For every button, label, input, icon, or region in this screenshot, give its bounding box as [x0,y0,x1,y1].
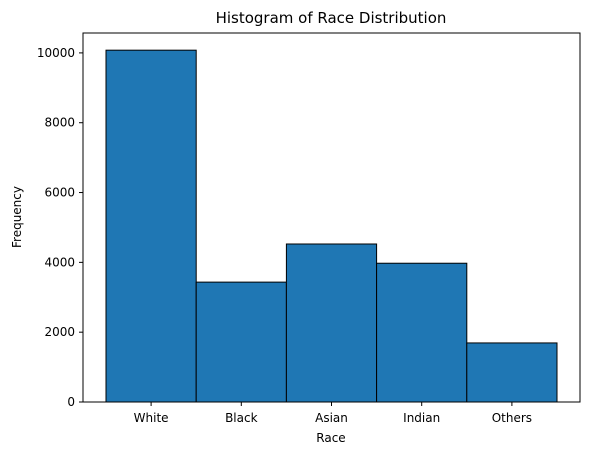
chart-title: Histogram of Race Distribution [216,9,447,27]
y-axis-label: Frequency [10,186,24,248]
x-tick-label-others: Others [492,411,532,425]
bar-white [105,49,197,403]
bar-others [466,342,558,403]
y-tick-label: 10000 [37,46,75,60]
bar-indian [376,262,468,403]
y-tick-label: 6000 [44,186,75,200]
x-axis-ticks: White Black Asian Indian Others [134,402,532,425]
y-tick-label: 4000 [44,255,75,269]
y-tick-label: 2000 [44,325,75,339]
x-tick-label-indian: Indian [403,411,440,425]
x-axis-label: Race [316,431,345,445]
bars-group [105,49,558,403]
y-tick-label: 8000 [44,116,75,130]
bar-asian [285,243,378,403]
x-tick-label-black: Black [225,411,258,425]
x-tick-label-asian: Asian [315,411,348,425]
y-tick-label: 0 [67,395,75,409]
y-axis-ticks: 0 2000 4000 6000 8000 10000 [37,46,83,409]
x-tick-label-white: White [134,411,169,425]
bar-black [195,281,287,403]
